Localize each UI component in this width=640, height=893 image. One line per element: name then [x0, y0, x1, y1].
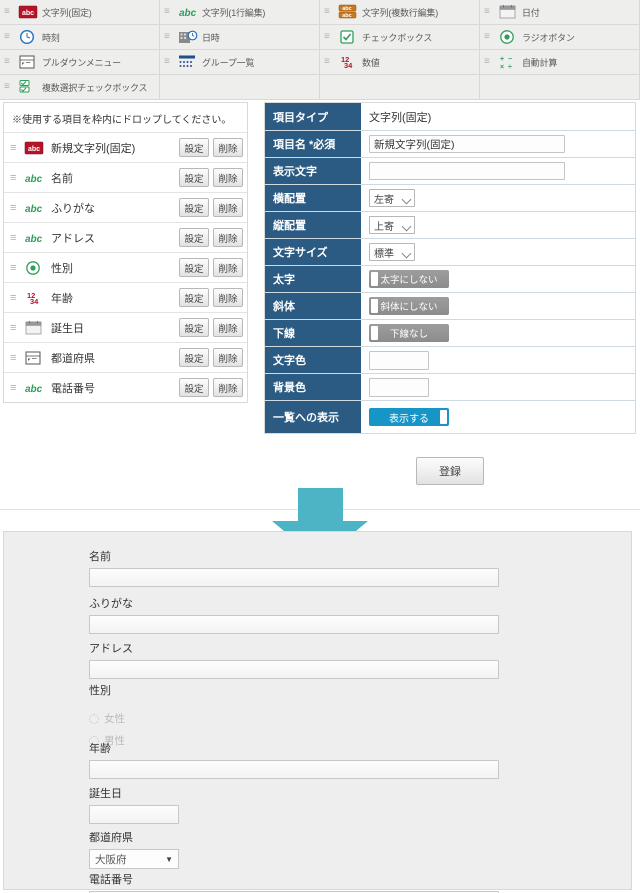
svg-text:×: × — [500, 64, 504, 70]
svg-text:+: + — [500, 56, 504, 63]
svg-text:abc: abc — [25, 204, 43, 215]
svg-text:−: − — [508, 56, 512, 63]
svg-text:abc: abc — [179, 8, 197, 19]
svg-text:34: 34 — [30, 297, 39, 306]
svg-text:abc: abc — [22, 10, 34, 17]
svg-text:abc: abc — [25, 174, 43, 185]
svg-text:÷: ÷ — [508, 64, 512, 70]
svg-text:34: 34 — [344, 61, 353, 70]
svg-text:abc: abc — [342, 6, 351, 12]
svg-text:abc: abc — [342, 13, 351, 19]
svg-text:abc: abc — [25, 384, 43, 395]
svg-text:abc: abc — [28, 146, 40, 153]
svg-text:abc: abc — [25, 234, 43, 245]
